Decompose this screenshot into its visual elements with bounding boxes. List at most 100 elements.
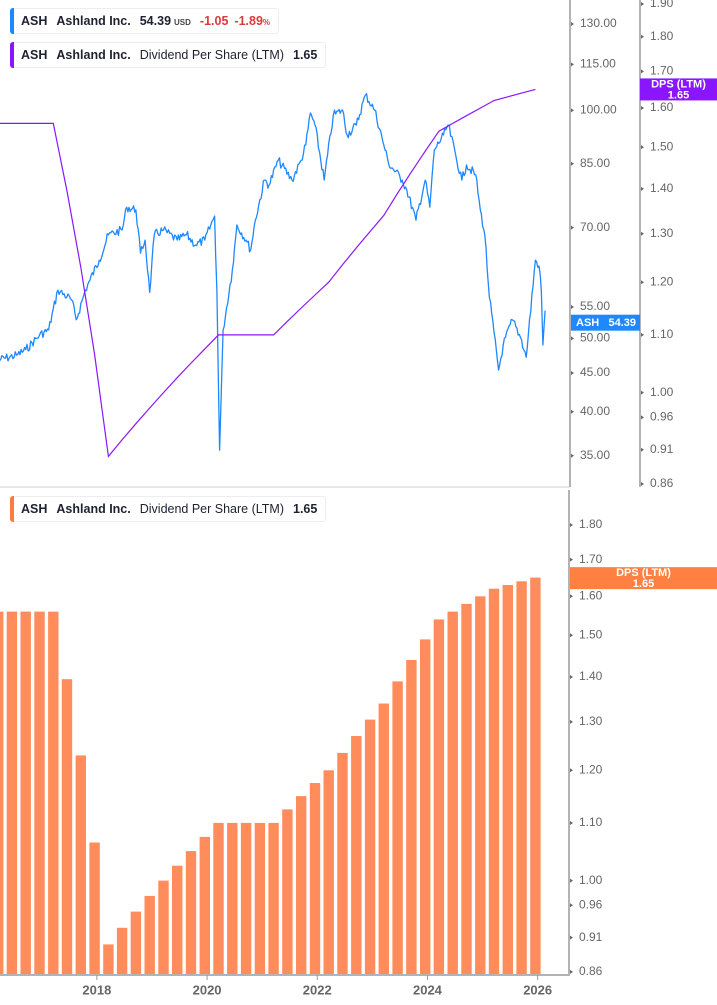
dps-tick-label: 1.20 (650, 274, 674, 288)
dps-bar (351, 736, 362, 975)
dps-tick-label: 1.90 (650, 0, 674, 10)
legend-price-value: 54.39 (139, 14, 172, 28)
dps-bar (185, 851, 197, 975)
dps-bar-tick-label: 1.50 (579, 627, 603, 641)
price-tick-label: 85.00 (580, 156, 610, 170)
legend-company: Ashland Inc. (56, 502, 131, 516)
dps-bar (364, 719, 376, 975)
dps-bar (144, 895, 155, 975)
tick-mark (641, 145, 644, 150)
price-tick-label: 40.00 (580, 404, 610, 418)
legend-company: Ashland Inc. (56, 48, 131, 62)
dps-bar-tick-label: 0.86 (579, 964, 603, 978)
tick-mark (641, 390, 644, 395)
price-tick-label: 50.00 (580, 331, 610, 345)
dps-tick-label: 1.70 (650, 64, 674, 78)
price-tick-label: 115.00 (580, 57, 616, 71)
tick-mark (641, 186, 644, 191)
tick-mark (571, 108, 574, 113)
legend-ticker: ASH (21, 502, 48, 516)
legend-price[interactable]: ASH Ashland Inc. 54.39 USD -1.05 -1.89% (10, 8, 280, 34)
tick-mark (641, 447, 644, 452)
dps-tick-label: 1.80 (650, 29, 674, 43)
change-pct-value: -1.89 (234, 14, 263, 28)
dps-bar (103, 944, 114, 975)
dps-bar (420, 639, 431, 975)
legend-color-swatch (10, 496, 14, 522)
dps-bar (213, 822, 224, 975)
dps-bar-tick-label: 1.70 (579, 552, 603, 566)
dps-bar-tick-label: 1.40 (579, 669, 603, 683)
legend-currency: USD (174, 17, 191, 27)
tick-mark (571, 453, 574, 458)
tick-mark (570, 633, 573, 638)
dps-bar-last-tag-value: 1.65 (633, 578, 654, 590)
tick-mark (571, 371, 574, 376)
price-tick-label: 35.00 (580, 448, 610, 462)
price-tick-label: 130.00 (580, 16, 617, 30)
legend-change: -1.05 (199, 14, 229, 28)
dps-bar (20, 611, 31, 975)
legend-dps-line[interactable]: ASH Ashland Inc. Dividend Per Share (LTM… (10, 42, 327, 68)
tick-mark (641, 2, 644, 6)
dps-last-tag-label: DPS (LTM) (651, 78, 706, 90)
dps-bar (433, 619, 445, 975)
dps-bar (461, 603, 472, 975)
dps-tick-label: 1.40 (650, 181, 674, 195)
price-tick-label: 55.00 (580, 299, 610, 313)
dps-bar-last-tag-bg (570, 567, 717, 590)
dps-bar (48, 611, 59, 975)
tick-mark (641, 34, 644, 39)
tick-mark (570, 675, 573, 680)
dps-bar (323, 770, 334, 975)
price-line (0, 93, 546, 451)
dps-bar (516, 581, 527, 975)
dps-bar (89, 842, 100, 975)
tick-mark (570, 820, 573, 825)
dps-bar (6, 611, 18, 975)
dps-tick-label: 1.50 (650, 139, 674, 153)
dps-bar (0, 611, 4, 975)
x-tick-label: 2026 (523, 982, 552, 997)
dps-bar-tick-label: 0.96 (579, 897, 603, 911)
tick-mark (571, 336, 574, 341)
tick-mark (570, 903, 573, 908)
tick-mark (570, 557, 573, 562)
legend-value: 1.65 (293, 502, 318, 516)
tick-mark (570, 523, 573, 527)
legend-change-pct: -1.89% (234, 14, 270, 28)
dps-bar-tick-label: 1.60 (579, 588, 603, 602)
dps-bar (447, 611, 458, 975)
dps-bar (296, 796, 307, 975)
price-tick-label: 100.00 (580, 102, 617, 116)
dps-bar-tick-label: 0.91 (579, 930, 603, 944)
legend-color-swatch (10, 8, 14, 34)
tick-mark (641, 231, 644, 236)
dps-bar (406, 660, 417, 975)
dps-bar (378, 703, 389, 975)
price-last-tag-bg (571, 314, 640, 331)
legend-ticker: ASH (21, 14, 48, 28)
dps-bar (254, 822, 266, 975)
x-tick-label: 2020 (193, 982, 222, 997)
dps-tick-label: 0.96 (650, 410, 674, 424)
price-tick-label: 70.00 (580, 220, 610, 234)
dps-bar (227, 822, 238, 975)
tick-mark (570, 768, 573, 773)
dps-bar (130, 911, 142, 975)
price-last-tag-value: 54.39 (608, 317, 636, 329)
tick-mark (641, 481, 644, 486)
dps-bar (337, 752, 348, 975)
legend-ticker: ASH (21, 48, 48, 62)
legend-value: 1.65 (293, 48, 318, 62)
x-tick-label: 2024 (413, 982, 443, 997)
tick-mark (570, 969, 573, 974)
dps-bar-tick-label: 1.20 (579, 762, 603, 776)
legend-dps-bar[interactable]: ASH Ashland Inc. Dividend Per Share (LTM… (10, 496, 327, 522)
dps-last-tag-bg (640, 78, 717, 101)
price-last-tag-label: ASH (576, 317, 599, 329)
tick-mark (641, 332, 644, 337)
dps-tick-label: 0.86 (650, 476, 674, 490)
